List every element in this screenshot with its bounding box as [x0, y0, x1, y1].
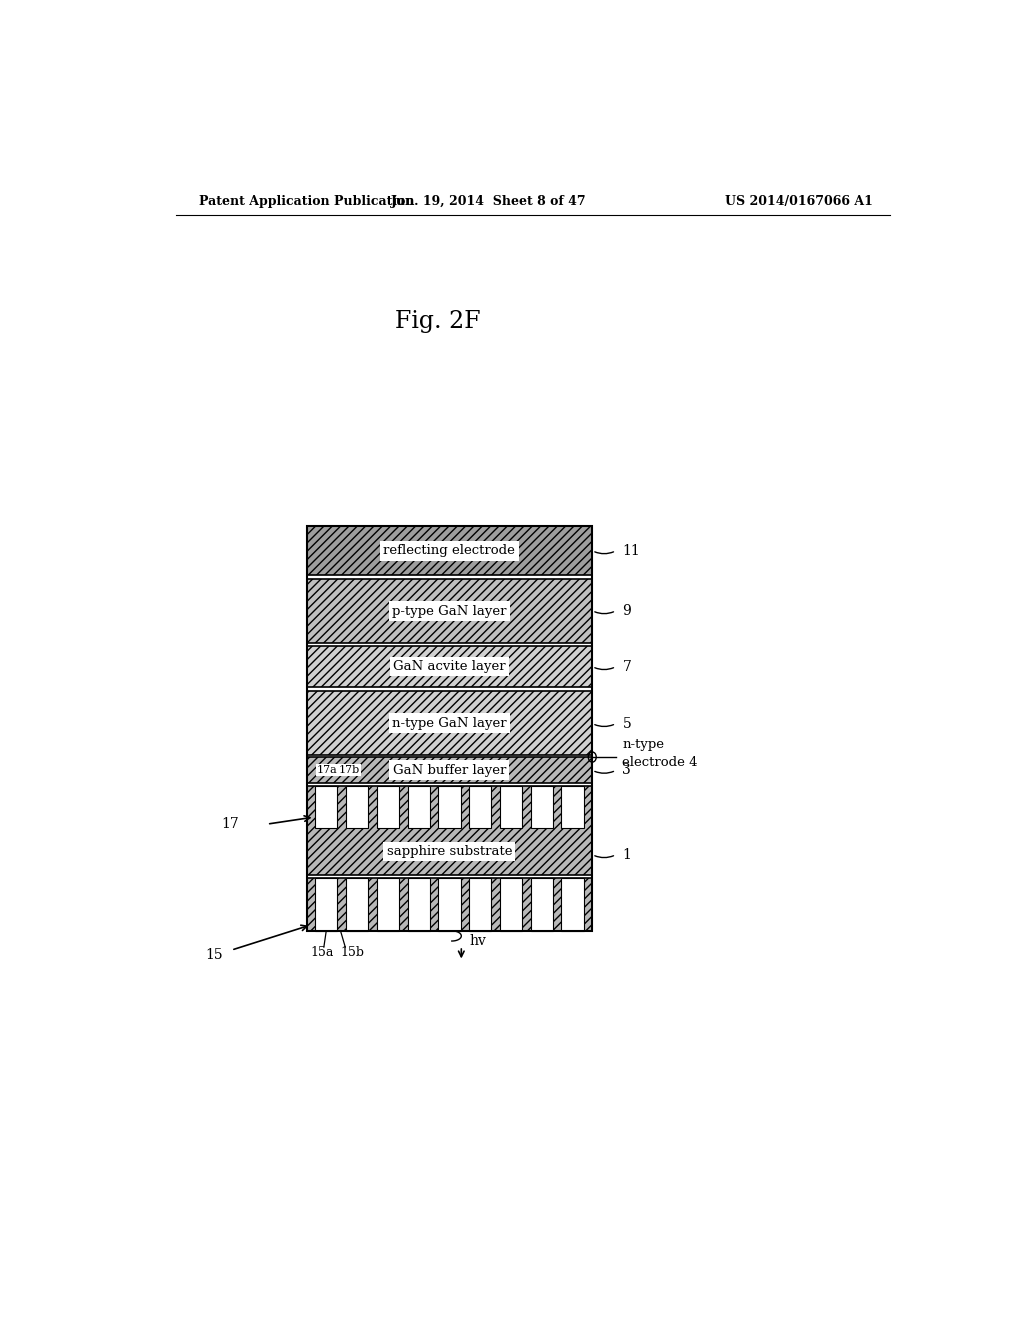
- Text: 17: 17: [221, 817, 239, 832]
- Bar: [306, 690, 592, 755]
- Text: electrode 4: electrode 4: [623, 755, 698, 768]
- Text: hv: hv: [469, 935, 486, 948]
- Text: 17a: 17a: [316, 766, 338, 775]
- Text: 5: 5: [623, 717, 631, 730]
- Bar: [306, 527, 592, 931]
- Bar: [377, 785, 399, 828]
- Bar: [346, 878, 369, 931]
- Text: 11: 11: [623, 544, 640, 558]
- Bar: [408, 878, 430, 931]
- Bar: [306, 647, 592, 686]
- Text: 15b: 15b: [340, 945, 365, 958]
- Text: 15: 15: [206, 948, 223, 962]
- Text: 7: 7: [623, 660, 631, 673]
- Bar: [561, 878, 584, 931]
- Text: 17b: 17b: [339, 766, 360, 775]
- Bar: [306, 758, 592, 784]
- Bar: [306, 878, 592, 931]
- Text: Fig. 2F: Fig. 2F: [394, 309, 480, 333]
- Bar: [306, 579, 592, 643]
- Text: GaN buffer layer: GaN buffer layer: [393, 764, 506, 776]
- Bar: [561, 785, 584, 828]
- Text: Jun. 19, 2014  Sheet 8 of 47: Jun. 19, 2014 Sheet 8 of 47: [391, 194, 587, 207]
- Text: 15a: 15a: [310, 945, 334, 958]
- Bar: [469, 878, 492, 931]
- Text: n-type: n-type: [623, 738, 665, 751]
- Text: US 2014/0167066 A1: US 2014/0167066 A1: [725, 194, 872, 207]
- Bar: [315, 785, 337, 828]
- Bar: [530, 785, 553, 828]
- Bar: [377, 878, 399, 931]
- Bar: [315, 878, 337, 931]
- Bar: [306, 785, 592, 875]
- Bar: [346, 785, 369, 828]
- Text: GaN acvite layer: GaN acvite layer: [393, 660, 506, 673]
- Bar: [530, 878, 553, 931]
- Bar: [438, 878, 461, 931]
- Text: 1: 1: [623, 847, 631, 862]
- Text: reflecting electrode: reflecting electrode: [383, 544, 515, 557]
- Bar: [306, 527, 592, 576]
- Text: Patent Application Publication: Patent Application Publication: [200, 194, 415, 207]
- Text: 3: 3: [623, 763, 631, 777]
- Bar: [500, 878, 522, 931]
- Bar: [469, 785, 492, 828]
- Bar: [408, 785, 430, 828]
- Bar: [438, 785, 461, 828]
- Text: p-type GaN layer: p-type GaN layer: [392, 605, 507, 618]
- Text: 9: 9: [623, 603, 631, 618]
- Text: n-type GaN layer: n-type GaN layer: [392, 717, 507, 730]
- Bar: [500, 785, 522, 828]
- Text: sapphire substrate: sapphire substrate: [387, 845, 512, 858]
